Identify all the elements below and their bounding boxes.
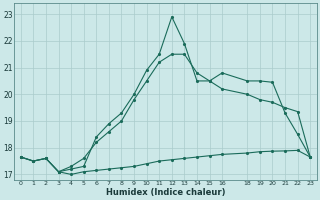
X-axis label: Humidex (Indice chaleur): Humidex (Indice chaleur) bbox=[106, 188, 225, 197]
